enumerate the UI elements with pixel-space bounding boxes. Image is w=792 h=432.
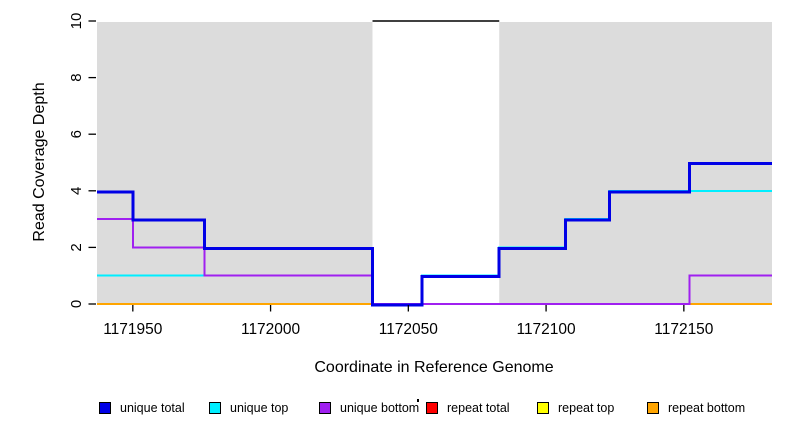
legend-item-unique-bottom: unique bottom bbox=[319, 401, 419, 415]
repeat-top-swatch-icon bbox=[537, 402, 549, 414]
axes-layer: 0 2 4 6 8 10 1171950 1172000 1172050 1172100 11721… bbox=[68, 13, 714, 338]
legend-item-repeat-total: repeat total bbox=[426, 401, 510, 415]
x-tick-label: 1172150 bbox=[654, 321, 714, 338]
legend-item-unique-top: unique top bbox=[209, 401, 288, 415]
series-lines-layer bbox=[97, 162, 772, 307]
x-tick-label: 1171950 bbox=[103, 321, 163, 338]
y-tick-label: 4 bbox=[68, 187, 85, 195]
y-tick-label: 6 bbox=[68, 130, 85, 138]
x-tick-label: 1172000 bbox=[241, 321, 301, 338]
repeat-total-swatch-icon bbox=[426, 402, 438, 414]
legend-label: repeat top bbox=[558, 401, 615, 415]
legend-item-repeat-top: repeat top bbox=[537, 401, 614, 415]
stray-tick-mark bbox=[417, 399, 419, 402]
legend-label: repeat total bbox=[447, 401, 510, 415]
y-tick-label: 0 bbox=[68, 300, 85, 308]
y-tick-label: 8 bbox=[68, 73, 85, 81]
legend: unique total unique top unique bottom re… bbox=[0, 0, 792, 415]
unique-total-swatch-icon bbox=[99, 402, 111, 414]
series-line-unique-total bbox=[97, 162, 772, 307]
legend-label: unique total bbox=[120, 401, 185, 415]
y-tick-label: 2 bbox=[68, 243, 85, 251]
shaded-region bbox=[97, 22, 373, 305]
legend-label: unique bottom bbox=[340, 401, 420, 415]
legend-item-unique-total: unique total bbox=[99, 401, 185, 415]
x-axis-title: Coordinate in Reference Genome bbox=[314, 359, 553, 376]
y-axis-title: Read Coverage Depth bbox=[31, 82, 48, 241]
repeat-bottom-swatch-icon bbox=[647, 402, 659, 414]
x-tick-label: 1172050 bbox=[379, 321, 439, 338]
shaded-background-layer bbox=[97, 20, 772, 305]
legend-label: repeat bottom bbox=[668, 401, 746, 415]
legend-label: unique top bbox=[230, 401, 289, 415]
unique-top-swatch-icon bbox=[209, 402, 221, 414]
series-line-unique-bottom bbox=[97, 218, 772, 305]
coverage-chart: 0 2 4 6 8 10 1171950 1172000 1172050 1172100 11721… bbox=[31, 13, 772, 376]
legend-item-repeat-bottom: repeat bottom bbox=[647, 401, 745, 415]
x-tick-label: 1172100 bbox=[516, 321, 576, 338]
y-tick-label: 10 bbox=[68, 13, 85, 30]
unique-bottom-swatch-icon bbox=[319, 402, 331, 414]
